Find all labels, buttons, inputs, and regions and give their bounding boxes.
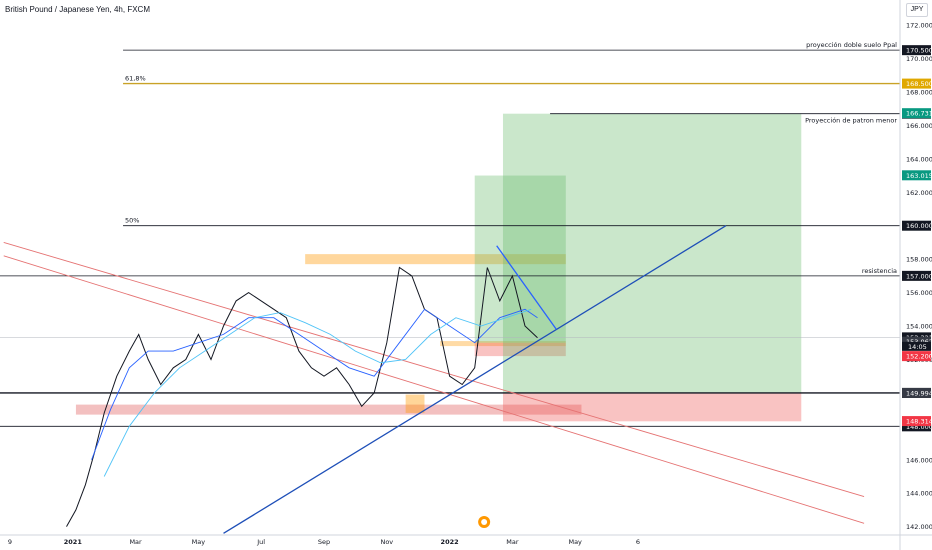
x-tick-label: Mar xyxy=(506,538,519,546)
level-badge-6 xyxy=(902,421,931,432)
trend-line-1 xyxy=(3,255,865,524)
level-label-1: 61,8% xyxy=(125,75,146,83)
x-tick-label: Sep xyxy=(318,538,330,546)
level-badge-text-0: 170.500 xyxy=(906,47,932,55)
zone-7 xyxy=(502,392,802,422)
price-series-2 xyxy=(103,308,532,477)
x-tick-label: May xyxy=(192,538,206,546)
y-tick-label: 170.000 xyxy=(906,55,932,63)
trend-line-0 xyxy=(3,241,865,497)
price-badge-0 xyxy=(902,108,931,119)
chart-title: British Pound / Japanese Yen, 4h, FXCM xyxy=(5,5,150,14)
zone-3 xyxy=(440,341,566,347)
zone-5 xyxy=(474,342,566,357)
y-tick-label: 166.000 xyxy=(906,122,932,130)
zone-0 xyxy=(75,404,582,415)
currency-badge[interactable]: JPY xyxy=(906,3,928,17)
level-badge-text-1: 168.500 xyxy=(906,80,932,88)
zone-4 xyxy=(474,175,566,343)
y-tick-label: 146.000 xyxy=(906,456,932,464)
price-badge-text-1: 163.015 xyxy=(906,172,932,180)
x-tick-label: 6 xyxy=(636,538,640,546)
countdown-badge xyxy=(902,341,931,351)
y-tick-label: 172.000 xyxy=(906,22,932,30)
trend-line-2 xyxy=(223,225,727,534)
event-icon-inner xyxy=(481,519,488,525)
price-badge-4 xyxy=(902,351,931,362)
y-tick-label: 158.000 xyxy=(906,256,932,264)
x-tick-label: Jul xyxy=(256,538,265,546)
y-tick-label: 162.000 xyxy=(906,189,932,197)
x-tick-label: 9 xyxy=(8,538,12,546)
level-badge-1 xyxy=(902,78,931,89)
level-label-0: proyección doble suelo Ppal xyxy=(806,41,897,49)
zone-6 xyxy=(502,113,802,393)
level-badge-text-3: 160.000 xyxy=(906,222,932,230)
price-badge-text-4: 152.200 xyxy=(906,353,932,361)
y-tick-label: 164.000 xyxy=(906,155,932,163)
price-series-0 xyxy=(66,266,538,527)
trend-line-3 xyxy=(496,245,557,330)
y-tick-label: 144.000 xyxy=(906,490,932,498)
x-tick-label: 2021 xyxy=(64,538,83,546)
level-badge-text-6: 148.000 xyxy=(906,423,932,431)
x-tick-label: Mar xyxy=(129,538,142,546)
level-badge-text-4: 157.000 xyxy=(906,272,932,280)
price-badge-6 xyxy=(902,416,931,427)
x-tick-label: 2022 xyxy=(441,538,459,546)
price-badge-5 xyxy=(902,387,931,398)
price-series-1 xyxy=(91,308,538,460)
y-tick-label: 156.000 xyxy=(906,289,932,297)
level-badge-3 xyxy=(902,220,931,231)
price-badge-text-0: 166.731 xyxy=(906,110,932,118)
countdown-text: 14:05 xyxy=(908,343,927,351)
price-badge-1 xyxy=(902,170,931,181)
price-badge-text-5: 149.994 xyxy=(906,389,932,397)
y-tick-label: 142.000 xyxy=(906,523,932,531)
level-badge-0 xyxy=(902,45,931,56)
y-tick-label: 154.000 xyxy=(906,323,932,331)
zone-2 xyxy=(305,254,566,265)
level-label-2: Proyección de patron menor xyxy=(805,117,897,125)
zone-1 xyxy=(405,394,425,413)
level-label-4: resistencia xyxy=(862,267,897,275)
price-badge-text-6: 148.314 xyxy=(906,418,932,426)
level-badge-4 xyxy=(902,270,931,281)
price-badge-3 xyxy=(902,336,931,347)
level-label-3: 50% xyxy=(125,217,139,225)
x-tick-label: Nov xyxy=(380,538,393,546)
x-tick-label: May xyxy=(568,538,582,546)
y-tick-label: 168.000 xyxy=(906,88,932,96)
